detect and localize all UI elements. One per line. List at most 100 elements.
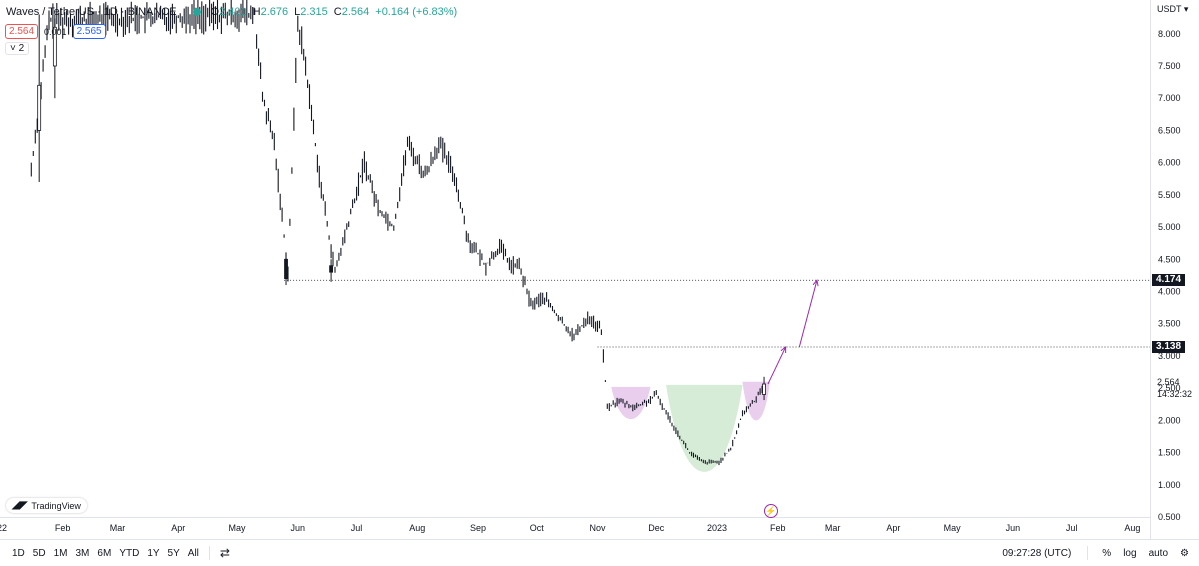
y-tick-2.000: 2.000 xyxy=(1158,415,1181,425)
range-5y-button[interactable]: 5Y xyxy=(167,547,180,559)
x-tick-May: May xyxy=(944,523,962,533)
range-1m-button[interactable]: 1M xyxy=(53,547,68,559)
x-tick-Feb: Feb xyxy=(55,523,71,533)
level-high-tag: 4.174 xyxy=(1152,274,1186,287)
x-tick-Apr: Apr xyxy=(171,523,185,533)
price-axis-divider xyxy=(1150,0,1151,540)
sell-button[interactable]: 2.564 xyxy=(5,24,39,39)
y-tick-3.000: 3.000 xyxy=(1158,351,1181,361)
settings-icon[interactable]: ⚙ xyxy=(1180,547,1189,559)
high-price: 2.676 xyxy=(260,6,289,18)
lightning-icon[interactable]: ⚡ xyxy=(764,504,778,518)
range-5d-button[interactable]: 5D xyxy=(32,547,46,559)
bottom-toolbar: 1D 5D 1M 3M 6M YTD 1Y 5Y All ⇄ 09:27:28 … xyxy=(0,540,1199,566)
x-tick-Mar: Mar xyxy=(110,523,126,533)
close-value: C2.564 xyxy=(334,6,369,18)
x-tick-22: 22 xyxy=(0,523,7,533)
tradingview-logo[interactable]: ◢◤ TradingView xyxy=(6,498,87,513)
candle-body-2 xyxy=(284,258,288,280)
y-tick-8.000: 8.000 xyxy=(1158,29,1181,39)
last-price-label: 2.564 xyxy=(1157,376,1180,387)
x-tick-May: May xyxy=(229,523,247,533)
left-handle-shape xyxy=(611,386,651,420)
y-tick-1.500: 1.500 xyxy=(1158,448,1181,458)
x-tick-Jun: Jun xyxy=(1006,523,1021,533)
x-tick-Jun: Jun xyxy=(291,523,306,533)
range-ytd-button[interactable]: YTD xyxy=(119,547,140,559)
high-label: H xyxy=(252,6,261,18)
market-status-icon xyxy=(192,8,201,16)
projection-arrow-head-0 xyxy=(780,345,787,354)
low-price: 2.315 xyxy=(300,6,328,18)
x-tick-2023: 2023 xyxy=(707,523,727,533)
tradingview-logo-text: TradingView xyxy=(31,500,81,511)
projection-arrow-line-0 xyxy=(767,346,787,385)
price-series xyxy=(30,0,763,466)
x-tick-Feb: Feb xyxy=(770,523,786,533)
y-tick-5.500: 5.500 xyxy=(1158,190,1181,200)
range-all-button[interactable]: All xyxy=(187,547,199,559)
x-tick-Dec: Dec xyxy=(648,523,665,533)
close-price: 2.564 xyxy=(341,6,370,18)
tradingview-logo-icon: ◢◤ xyxy=(12,500,28,511)
x-tick-Jul: Jul xyxy=(1066,523,1078,533)
toolbar-separator xyxy=(1087,546,1089,560)
close-label: C xyxy=(333,6,342,18)
x-tick-Apr: Apr xyxy=(886,523,900,533)
x-tick-Jul: Jul xyxy=(351,523,363,533)
utc-clock[interactable]: 09:27:28 (UTC) xyxy=(1002,547,1072,559)
candle-body-1 xyxy=(52,26,57,67)
high-value: H2.676 xyxy=(253,6,288,18)
open-label: O xyxy=(210,6,220,18)
percent-scale-button[interactable]: % xyxy=(1102,547,1112,559)
y-tick-4.000: 4.000 xyxy=(1158,286,1181,296)
open-value: O2.401 xyxy=(211,6,247,18)
level-low-tag: 3.138 xyxy=(1152,341,1186,354)
range-1y-button[interactable]: 1Y xyxy=(147,547,160,559)
spread-value: 0.001 xyxy=(44,26,67,37)
low-value: L2.315 xyxy=(294,6,328,18)
time-axis-divider xyxy=(0,517,1151,518)
symbol-title[interactable]: Waves / TetherUS · 1D · BINANCE xyxy=(6,6,177,18)
y-tick-7.500: 7.500 xyxy=(1158,61,1181,71)
y-tick-1.000: 1.000 xyxy=(1158,480,1181,490)
low-label: L xyxy=(294,6,301,18)
currency-selector[interactable]: USDT ▾ xyxy=(1157,4,1189,14)
trade-buttons: 2.564 0.001 2.565 xyxy=(5,24,106,39)
candle-body-3 xyxy=(329,265,333,273)
y-tick-5.000: 5.000 xyxy=(1158,222,1181,232)
toolbar-right: 09:27:28 (UTC) % log auto ⚙ xyxy=(1002,540,1193,566)
cup-shape xyxy=(666,384,743,472)
indicators-toggle-button[interactable]: ˅ 2 xyxy=(5,42,30,55)
log-scale-button[interactable]: log xyxy=(1123,547,1137,559)
open-price: 2.401 xyxy=(219,6,247,18)
x-tick-Nov: Nov xyxy=(590,523,607,533)
y-tick-3.500: 3.500 xyxy=(1158,319,1181,329)
buy-button[interactable]: 2.565 xyxy=(72,24,106,39)
candle-body-4 xyxy=(762,383,766,395)
range-1d-button[interactable]: 1D xyxy=(12,547,25,559)
projection-arrow-head-1 xyxy=(812,279,819,287)
y-tick-6.500: 6.500 xyxy=(1158,125,1181,135)
toolbar-divider xyxy=(0,539,1199,540)
x-tick-Mar: Mar xyxy=(825,523,841,533)
change-value: +0.164 (+6.83%) xyxy=(375,6,458,18)
date-range-icon[interactable]: ⇄ xyxy=(219,546,230,560)
y-tick-4.500: 4.500 xyxy=(1158,254,1181,264)
bar-countdown: 14:32:32 xyxy=(1157,389,1193,400)
x-tick-Sep: Sep xyxy=(470,523,486,533)
x-tick-Aug: Aug xyxy=(409,523,425,533)
x-tick-Oct: Oct xyxy=(530,523,545,533)
toolbar-separator xyxy=(208,546,210,560)
symbol-legend: Waves / TetherUS · 1D · BINANCE O2.401 H… xyxy=(6,6,457,18)
candle-body-0 xyxy=(37,84,42,131)
x-tick-Aug: Aug xyxy=(1124,523,1140,533)
projection-arrow-line-1 xyxy=(798,280,818,348)
y-tick-7.000: 7.000 xyxy=(1158,93,1181,103)
range-3m-button[interactable]: 3M xyxy=(75,547,90,559)
range-6m-button[interactable]: 6M xyxy=(97,547,112,559)
auto-scale-button[interactable]: auto xyxy=(1148,547,1169,559)
y-tick-6.000: 6.000 xyxy=(1158,158,1181,168)
